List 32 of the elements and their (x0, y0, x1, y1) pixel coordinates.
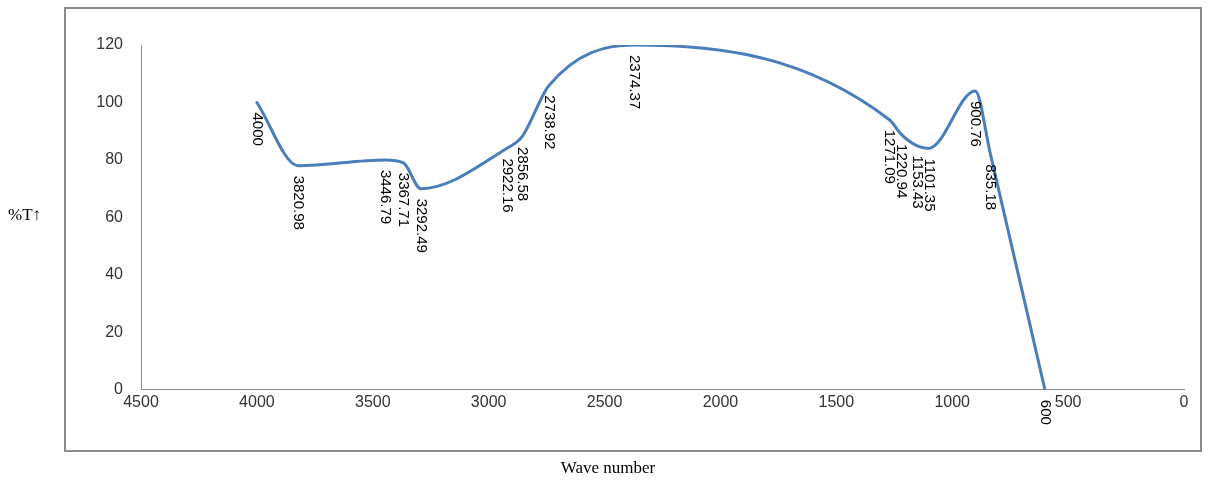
x-tick-label: 2500 (586, 392, 623, 410)
line-series (255, 45, 1047, 390)
y-tick-label: 120 (96, 35, 124, 53)
annotation: 2374.37 (626, 55, 644, 110)
annotation: 3820.98 (291, 175, 309, 230)
x-tick-label: 4000 (239, 392, 275, 410)
y-tick-label: 0 (114, 380, 124, 398)
x-tick-label: 4500 (123, 392, 159, 410)
x-tick-label: 3000 (470, 392, 507, 410)
annotation: 2738.92 (542, 95, 560, 150)
x-tick-label: 1000 (934, 392, 971, 410)
annotation: 2856.58 (514, 146, 532, 202)
annotation: 3446.79 (377, 169, 395, 225)
x-axis-title: Wave number (559, 458, 657, 478)
y-tick-label: 40 (105, 265, 124, 283)
annotation: 2922.16 (499, 158, 517, 213)
annotation: 600 (1037, 399, 1055, 425)
annotation: 900.76 (968, 100, 986, 147)
y-tick-label: 60 (105, 207, 124, 225)
y-axis-title: %T↑ (8, 205, 42, 225)
y-tick-label: 80 (105, 150, 124, 168)
annotation: 3292.49 (413, 198, 431, 253)
x-tick-label: 500 (1054, 392, 1082, 410)
y-tick-label: 100 (96, 92, 124, 110)
annotation: 3367.71 (396, 172, 414, 228)
x-tick-label: 1500 (818, 392, 855, 410)
x-tick-label: 2000 (702, 392, 739, 410)
x-tick-label: 3500 (354, 392, 391, 410)
annotation: 835.18 (983, 164, 1001, 211)
annotation: 4000 (249, 112, 267, 146)
y-tick-label: 20 (105, 322, 124, 340)
x-tick-label: 0 (1179, 392, 1189, 410)
